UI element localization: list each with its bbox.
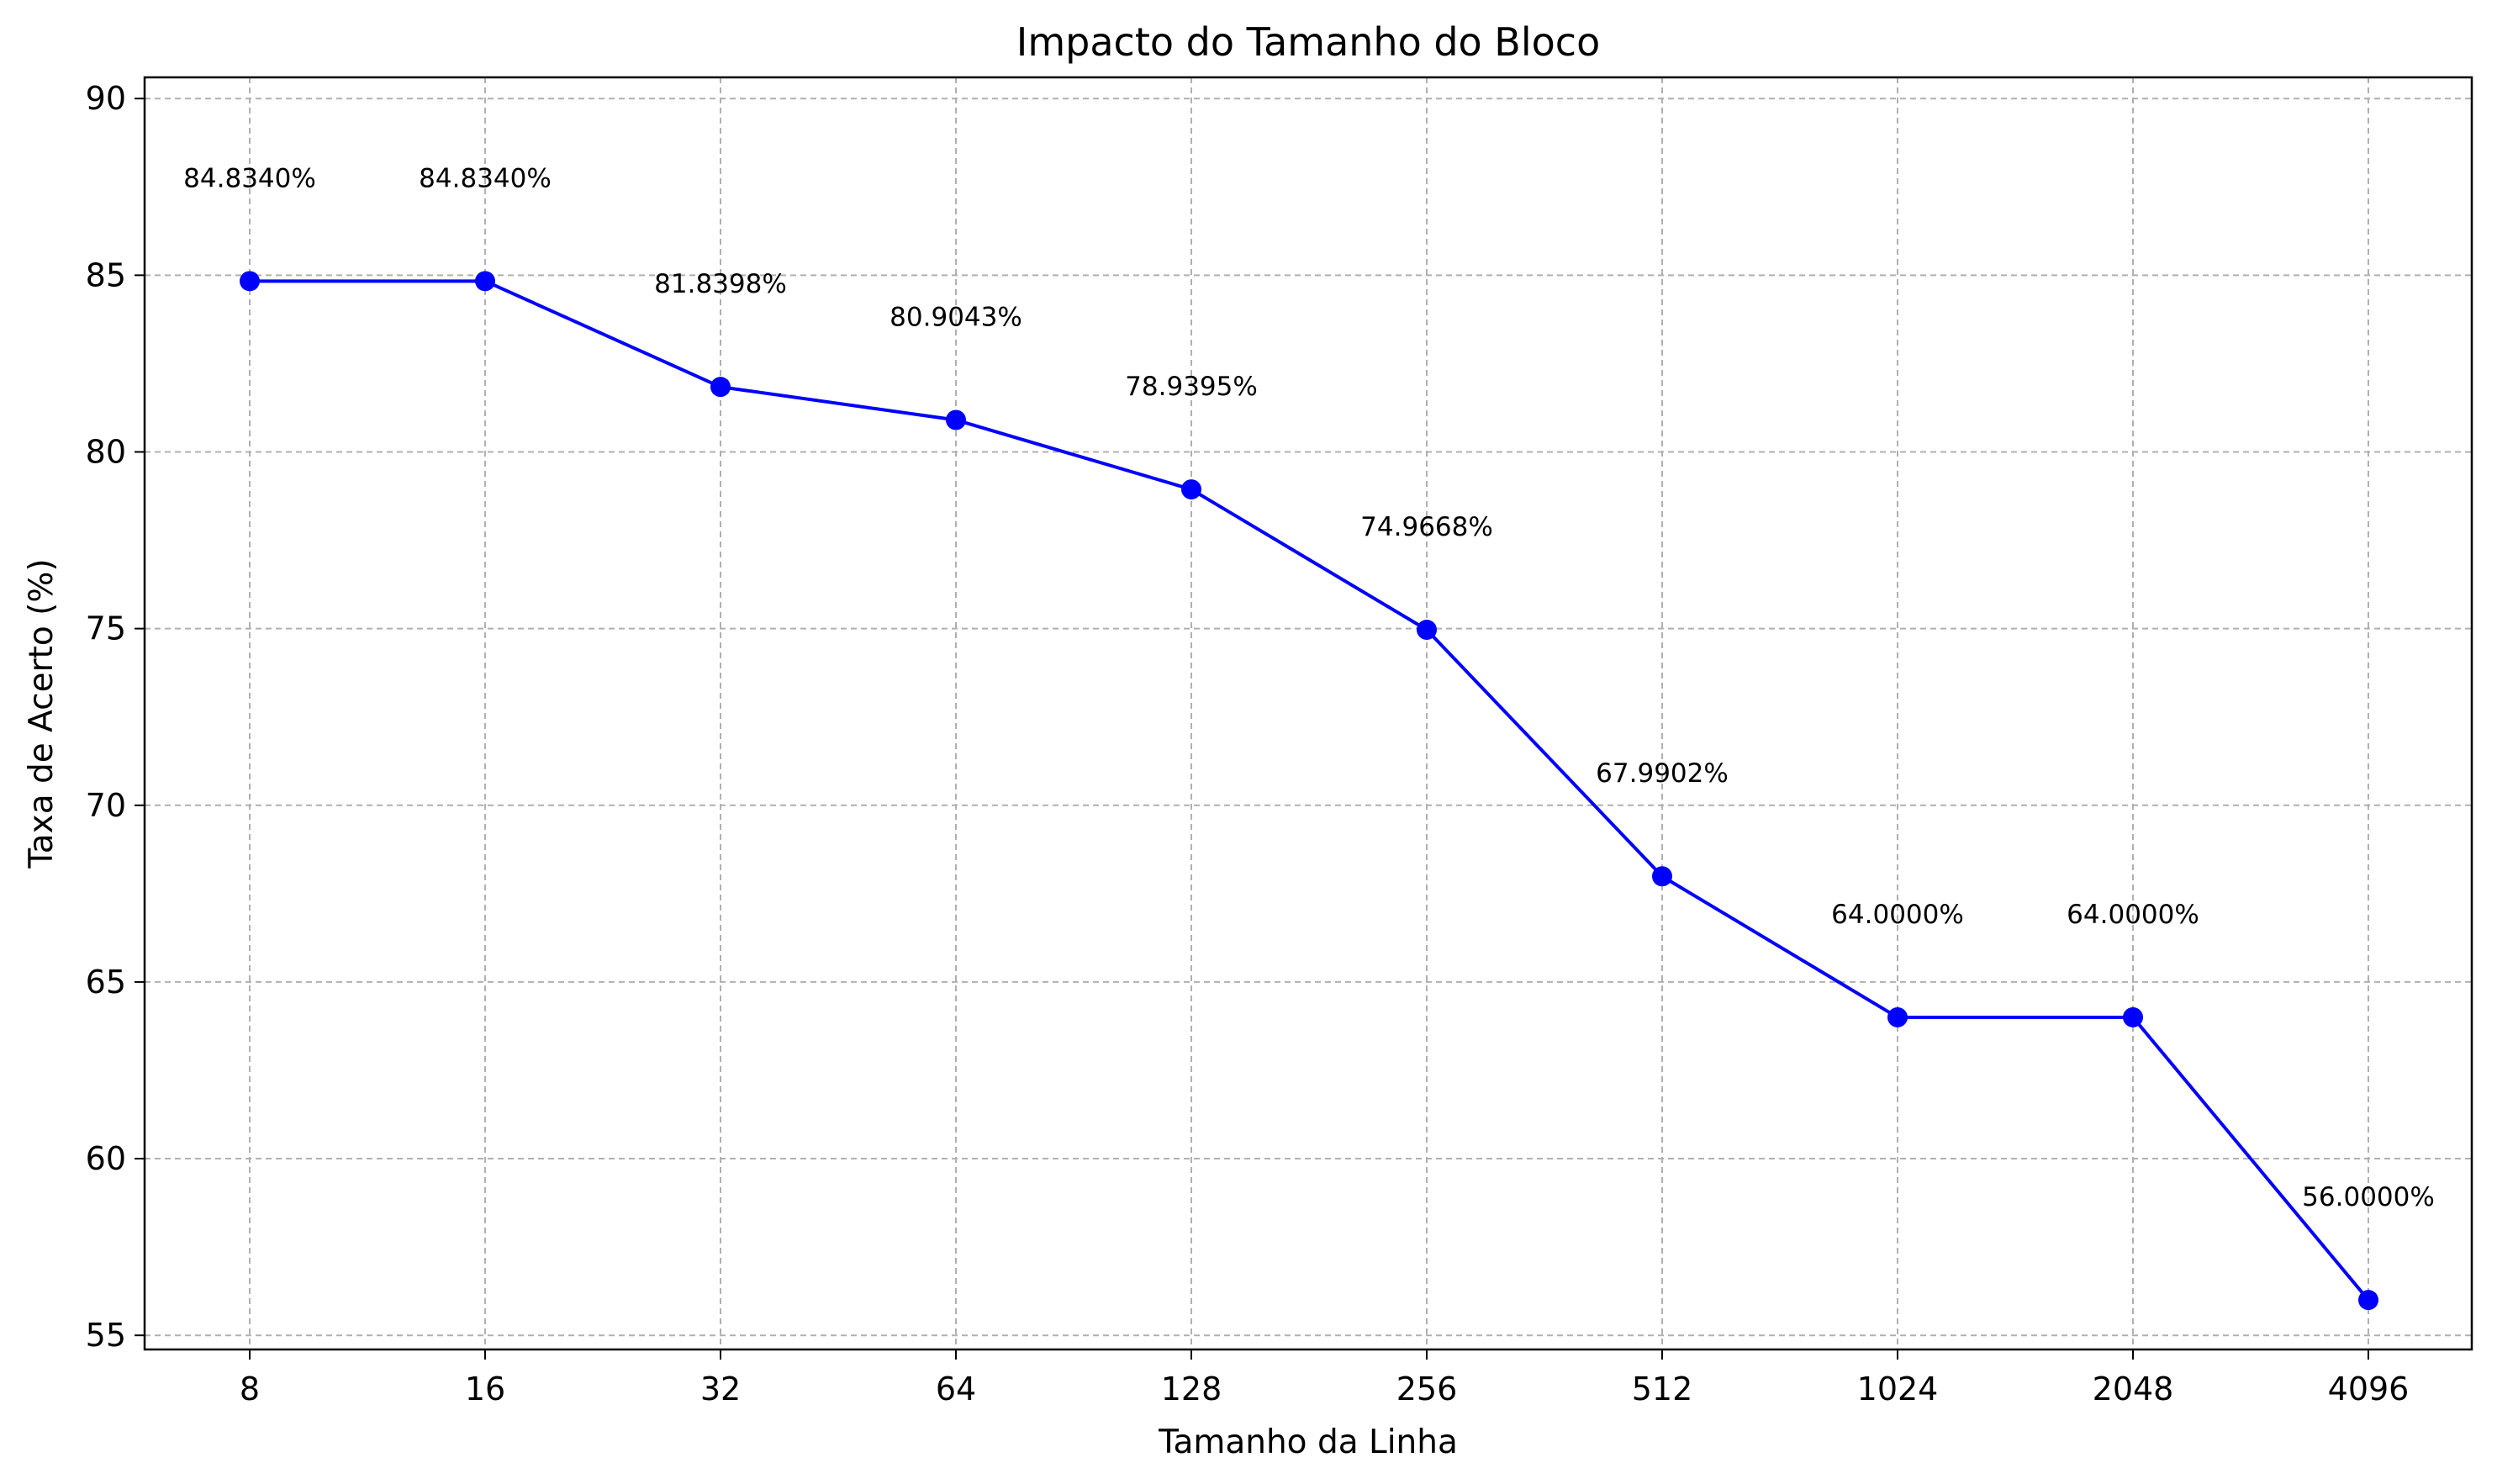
y-tick-label: 75 xyxy=(86,610,126,647)
x-tick-label: 256 xyxy=(1396,1370,1458,1407)
x-tick-label: 512 xyxy=(1632,1370,1693,1407)
y-tick-label: 90 xyxy=(86,80,126,117)
data-point xyxy=(2358,1290,2378,1311)
data-point xyxy=(240,271,260,292)
data-point xyxy=(475,271,495,292)
data-point xyxy=(1181,479,1201,500)
data-label: 64.0000% xyxy=(2067,900,2199,930)
data-point xyxy=(1887,1006,1908,1027)
y-tick-label: 55 xyxy=(86,1317,126,1354)
x-tick-label: 128 xyxy=(1161,1370,1222,1407)
grid-lines xyxy=(145,77,2472,1349)
y-tick-label: 80 xyxy=(86,433,126,470)
data-label: 78.9395% xyxy=(1125,372,1258,402)
x-tick-label: 4096 xyxy=(2328,1370,2410,1407)
y-tick-label: 65 xyxy=(86,964,126,1001)
x-tick-label: 8 xyxy=(240,1370,260,1407)
x-tick-label: 2048 xyxy=(2093,1370,2174,1407)
axis-ticks: 55 60 65 70 75 80 85 90 8 16 32 64 128 256 512 1024 2048… xyxy=(86,80,2410,1407)
data-label: 64.0000% xyxy=(1831,900,1964,930)
chart-title: Impacto do Tamanho do Bloco xyxy=(1016,19,1600,65)
data-labels: 84.8340% 84.8340% 81.8398% 80.9043% 78.9395%… xyxy=(183,163,2435,1212)
data-series xyxy=(240,271,2378,1311)
plot-frame xyxy=(143,76,2473,1351)
data-point xyxy=(710,377,731,398)
data-label: 74.9668% xyxy=(1360,512,1493,542)
y-tick-label: 85 xyxy=(86,256,126,293)
data-point xyxy=(1652,866,1672,887)
data-label: 56.0000% xyxy=(2302,1182,2435,1212)
data-label: 67.9902% xyxy=(1596,758,1729,789)
data-point xyxy=(946,409,966,430)
data-label: 84.8340% xyxy=(419,163,552,193)
data-point xyxy=(2123,1006,2143,1027)
y-tick-label: 70 xyxy=(86,787,126,824)
y-axis-title: Taxa de Acerto (%) xyxy=(23,558,61,869)
data-label: 80.9043% xyxy=(890,302,1022,332)
data-point xyxy=(1417,620,1437,641)
series-line xyxy=(250,279,2370,1302)
data-label: 84.8340% xyxy=(183,163,316,193)
x-tick-label: 64 xyxy=(936,1370,976,1407)
x-tick-label: 32 xyxy=(700,1370,741,1407)
y-tick-label: 60 xyxy=(86,1140,126,1177)
data-label: 81.8398% xyxy=(654,269,787,299)
x-axis-title: Tamanho da Linha xyxy=(1158,1423,1458,1461)
x-tick-label: 1024 xyxy=(1857,1370,1939,1407)
x-tick-label: 16 xyxy=(465,1370,505,1407)
